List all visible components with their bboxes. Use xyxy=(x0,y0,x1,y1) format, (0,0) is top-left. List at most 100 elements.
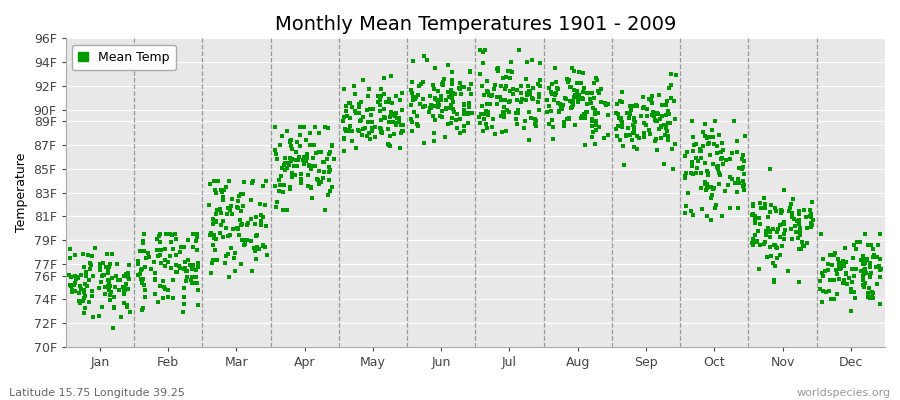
Point xyxy=(405,89,419,96)
Point xyxy=(189,238,203,244)
Point xyxy=(545,90,560,97)
Point xyxy=(282,160,296,166)
Point xyxy=(658,132,672,138)
Point xyxy=(85,293,99,299)
Point xyxy=(774,210,788,216)
Point xyxy=(382,114,397,120)
Point xyxy=(667,98,681,104)
Point xyxy=(502,68,517,74)
Point xyxy=(237,179,251,186)
Point xyxy=(284,137,298,143)
Point xyxy=(686,148,700,154)
Point xyxy=(654,113,669,119)
Point xyxy=(428,96,442,102)
Point xyxy=(777,219,791,226)
Point xyxy=(150,247,165,254)
Point xyxy=(303,130,318,136)
Point xyxy=(856,253,870,259)
Point xyxy=(491,100,505,107)
Point xyxy=(849,246,863,252)
Point xyxy=(621,125,635,131)
Point xyxy=(435,108,449,114)
Point xyxy=(189,280,203,286)
Point xyxy=(727,118,742,125)
Point xyxy=(768,205,782,212)
Point xyxy=(277,182,292,188)
Point xyxy=(254,212,268,218)
Point xyxy=(714,156,728,162)
Point xyxy=(661,120,675,126)
Point xyxy=(518,118,533,124)
Point xyxy=(757,195,771,201)
Point xyxy=(189,234,203,240)
Point xyxy=(152,233,166,240)
Point xyxy=(615,89,629,96)
Point xyxy=(585,89,599,96)
Point xyxy=(449,116,464,123)
Point xyxy=(161,287,176,294)
Point xyxy=(846,289,860,295)
Point xyxy=(364,128,379,134)
Point xyxy=(82,277,96,283)
Point xyxy=(703,152,717,158)
Point xyxy=(522,88,536,94)
Point xyxy=(626,102,640,109)
Point xyxy=(456,107,471,114)
Point xyxy=(174,244,188,251)
Point xyxy=(377,106,392,112)
Point xyxy=(284,158,298,164)
Point xyxy=(447,91,462,98)
Point xyxy=(374,116,388,123)
Point xyxy=(588,106,602,113)
Point xyxy=(853,238,868,245)
Point xyxy=(392,115,407,121)
Point xyxy=(154,260,168,266)
Point xyxy=(252,201,266,208)
Point xyxy=(661,108,675,114)
Point xyxy=(838,245,852,251)
Point xyxy=(79,269,94,275)
Point xyxy=(589,74,603,81)
Point xyxy=(485,92,500,98)
Point xyxy=(270,156,284,162)
Point xyxy=(868,264,883,270)
Point xyxy=(408,96,422,103)
Point xyxy=(164,239,178,246)
Point xyxy=(670,72,684,78)
Point xyxy=(406,94,420,100)
Point xyxy=(452,85,466,91)
Point xyxy=(374,125,388,131)
Point xyxy=(721,182,735,188)
Point xyxy=(559,96,573,102)
Point xyxy=(482,92,497,98)
Point xyxy=(564,65,579,71)
Point xyxy=(862,285,877,291)
Point xyxy=(615,99,629,105)
Point xyxy=(436,76,451,82)
Point xyxy=(590,127,604,133)
Point xyxy=(705,192,719,199)
Point xyxy=(764,253,778,260)
Point xyxy=(440,121,454,127)
Point xyxy=(71,274,86,280)
Point xyxy=(214,189,229,195)
Point xyxy=(784,201,798,207)
Point xyxy=(76,297,90,304)
Point xyxy=(323,167,338,174)
Point xyxy=(389,121,403,128)
Point xyxy=(207,234,221,241)
Point xyxy=(462,85,476,92)
Point xyxy=(308,163,322,169)
Point xyxy=(342,127,356,133)
Point xyxy=(203,270,218,276)
Point xyxy=(493,94,508,100)
Point xyxy=(404,79,419,85)
Point xyxy=(259,222,274,229)
Point xyxy=(496,75,510,81)
Point xyxy=(321,164,336,170)
Point xyxy=(777,186,791,193)
Point xyxy=(529,118,544,124)
Point xyxy=(439,105,454,112)
Point xyxy=(806,217,820,223)
Point xyxy=(277,160,292,166)
